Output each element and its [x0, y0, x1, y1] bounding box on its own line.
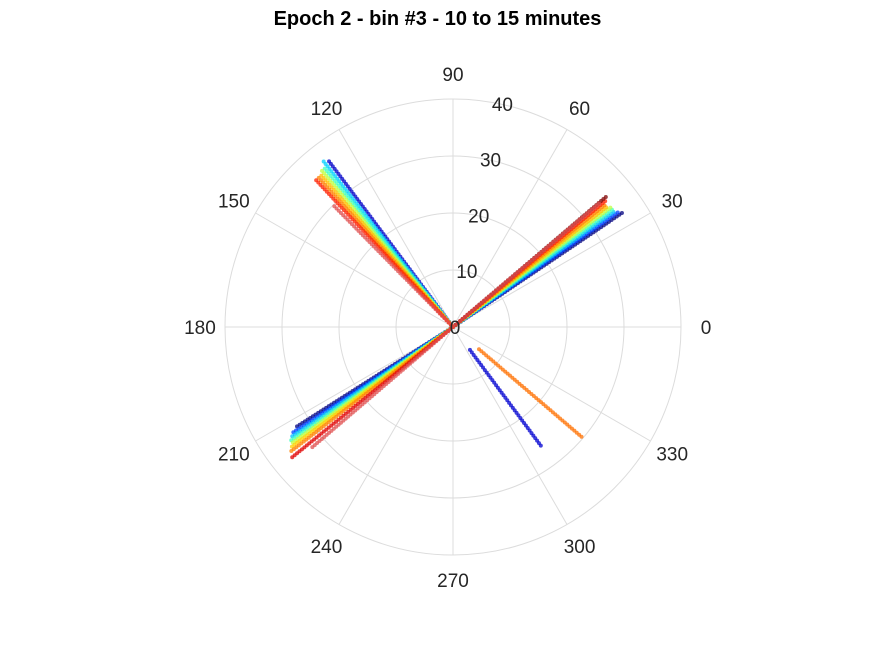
- angular-gridline-60: [452, 129, 568, 328]
- series-28: [477, 347, 584, 439]
- data-point: [289, 449, 294, 454]
- data-point: [290, 455, 295, 460]
- series-9: [451, 201, 602, 329]
- theta-tick-label-180: 180: [184, 318, 216, 339]
- theta-tick-label-210: 210: [218, 445, 250, 466]
- chart-title: Epoch 2 - bin #3 - 10 to 15 minutes: [273, 8, 602, 30]
- series-26: [310, 325, 455, 450]
- data-point: [327, 159, 332, 164]
- theta-tick-label-60: 60: [569, 99, 590, 120]
- data-point: [608, 205, 613, 210]
- data-point: [332, 204, 337, 209]
- data-point: [321, 159, 326, 164]
- r-tick-label-40: 40: [492, 95, 513, 116]
- series-27: [467, 347, 543, 448]
- theta-tick-label-0: 0: [701, 318, 712, 339]
- r-tick-label-10: 10: [456, 262, 477, 283]
- data-point: [319, 173, 324, 178]
- series-17: [332, 204, 455, 329]
- theta-tick-label-30: 30: [662, 191, 683, 212]
- tick-labels: 0 30 60 90 120 150 180 210 240 270 300 330 0 10 20 30 40: [184, 65, 711, 592]
- data-point: [579, 434, 584, 439]
- r-tick-label-20: 20: [468, 206, 489, 227]
- data-point: [615, 210, 620, 215]
- polar-grid: [224, 98, 682, 556]
- data-point: [320, 168, 325, 173]
- data-point: [619, 211, 624, 216]
- data-point: [314, 178, 319, 183]
- data-point: [597, 201, 602, 206]
- r-tick-label-30: 30: [480, 151, 501, 172]
- r-tick-label-0: 0: [450, 318, 461, 339]
- angular-gridline-300: [452, 326, 568, 525]
- theta-tick-label-270: 270: [437, 571, 469, 592]
- data-layer: [289, 159, 624, 460]
- theta-tick-label-300: 300: [564, 537, 596, 558]
- theta-tick-label-240: 240: [311, 537, 343, 558]
- theta-tick-label-150: 150: [218, 191, 250, 212]
- data-point: [538, 443, 543, 448]
- angular-gridline-30: [452, 212, 651, 328]
- angular-gridline-150: [255, 212, 454, 328]
- angular-gridline-240: [338, 326, 454, 525]
- theta-tick-label-90: 90: [442, 65, 463, 86]
- data-point: [310, 445, 315, 450]
- theta-tick-label-330: 330: [656, 445, 688, 466]
- data-point: [603, 194, 608, 199]
- data-point: [316, 175, 321, 180]
- angular-gridline-330: [452, 326, 651, 442]
- data-point: [322, 166, 327, 171]
- angular-gridline-120: [338, 129, 454, 328]
- theta-tick-label-120: 120: [311, 99, 343, 120]
